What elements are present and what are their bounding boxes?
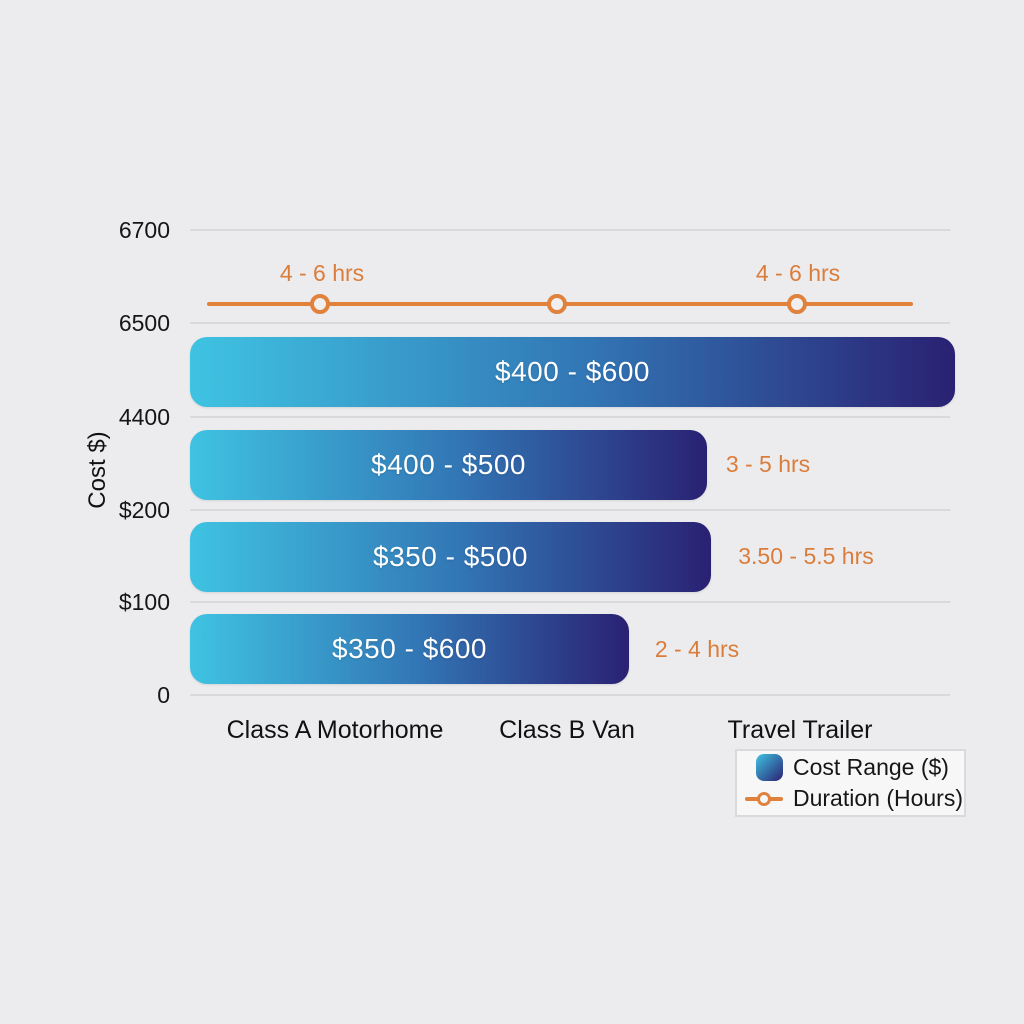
cost-range-bar: $350 - $500	[190, 522, 711, 592]
cost-range-bar: $400 - $500	[190, 430, 707, 500]
cost-range-bar: $400 - $600	[190, 337, 955, 407]
duration-label: 3 - 5 hrs	[725, 451, 811, 477]
bar-label: $350 - $600	[332, 633, 487, 664]
legend-entry-duration: Duration (Hours)	[745, 785, 963, 812]
duration-point-marker-icon	[787, 294, 807, 314]
gridline	[190, 322, 950, 324]
y-axis-tick-label: 0	[157, 682, 170, 708]
legend-entry-cost-range: Cost Range ($)	[745, 754, 956, 781]
duration-label: 4 - 6 hrs	[755, 260, 841, 286]
y-axis-tick-label: 6700	[118, 217, 170, 243]
bar-label: $350 - $500	[373, 541, 528, 572]
duration-line-marker-icon	[745, 791, 783, 806]
y-axis-tick-label: $200	[118, 497, 170, 523]
x-category-label: Travel Trailer	[727, 716, 873, 744]
cost-range-bar: $350 - $600	[190, 614, 629, 684]
y-axis-tick-label: $100	[118, 589, 170, 615]
legend-label: Duration (Hours)	[793, 785, 963, 811]
gridline	[190, 509, 950, 511]
x-category-label: Class B Van	[499, 716, 635, 744]
gridline	[190, 416, 950, 418]
x-category-label: Class A Motorhome	[226, 716, 444, 744]
bar-label: $400 - $600	[495, 356, 650, 387]
y-axis-tick-label: 4400	[118, 404, 170, 430]
duration-point-marker-icon	[547, 294, 567, 314]
duration-label: 2 - 4 hrs	[654, 636, 740, 662]
duration-point-marker-icon	[310, 294, 330, 314]
gridline	[190, 601, 950, 603]
legend: Cost Range ($) Duration (Hours)	[735, 749, 966, 817]
bar-label: $400 - $500	[371, 449, 526, 480]
duration-label: 4 - 6 hrs	[279, 260, 365, 286]
y-axis-title: Cost $)	[84, 431, 111, 509]
cost-range-swatch-icon	[756, 754, 783, 781]
legend-label: Cost Range ($)	[793, 754, 949, 780]
y-axis-tick-label: 6500	[118, 310, 170, 336]
gridline	[190, 229, 950, 231]
gridline	[190, 694, 950, 696]
duration-label: 3.50 - 5.5 hrs	[738, 543, 874, 569]
